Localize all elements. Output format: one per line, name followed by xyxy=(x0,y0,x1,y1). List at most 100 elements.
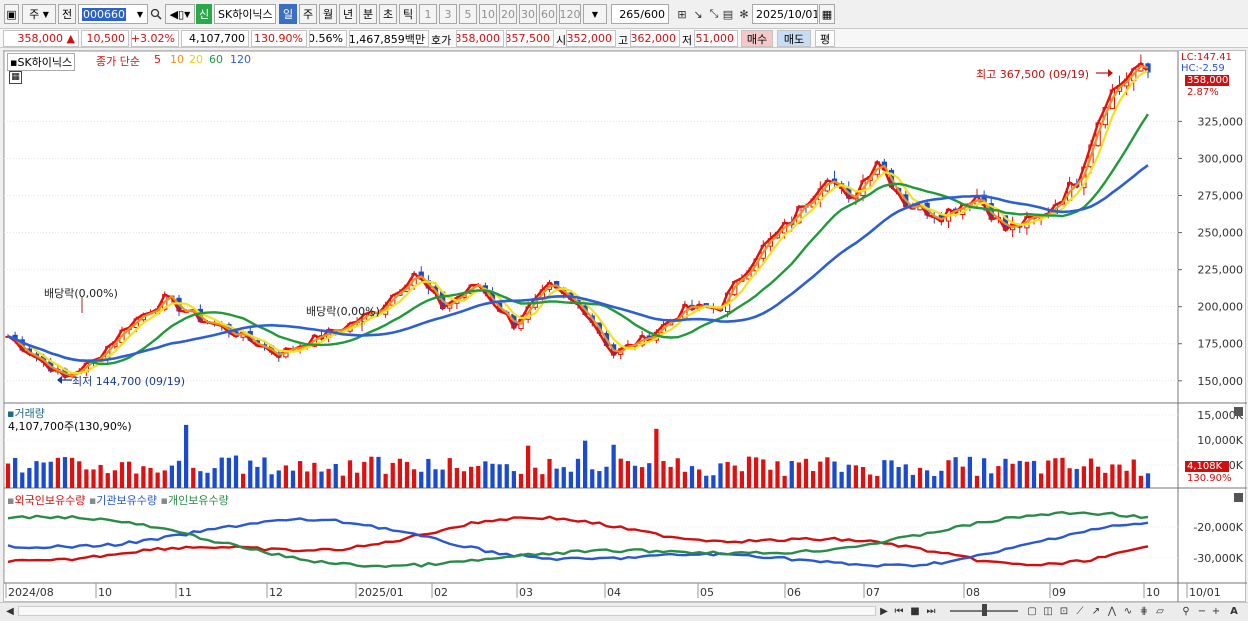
draw-angle-icon[interactable]: ⋀ xyxy=(1107,605,1117,617)
period-second[interactable]: 초 xyxy=(379,4,397,24)
last-page-icon[interactable]: ⏭ xyxy=(926,605,936,617)
bar-count-max: /600 xyxy=(640,7,665,21)
code-dropdown-icon[interactable]: ▼ xyxy=(136,9,144,19)
volume-bar xyxy=(661,460,666,488)
volume-bar xyxy=(1003,458,1008,488)
period-month[interactable]: 월 xyxy=(319,4,337,24)
view-icon-1[interactable]: ▢ xyxy=(1027,605,1037,617)
volume-bar xyxy=(248,460,253,488)
interval-20[interactable]: 20 xyxy=(499,4,517,24)
interval-5[interactable]: 5 xyxy=(459,4,477,24)
stock-chart[interactable]: 325,000 300,000 275,000 250,000 225,000 200,0… xyxy=(4,51,1247,603)
interval-3[interactable]: 3 xyxy=(439,4,457,24)
volume-bar xyxy=(226,457,231,488)
volume-bar xyxy=(362,461,367,488)
stock-code-input[interactable]: 000660 xyxy=(78,4,148,24)
volume-bar xyxy=(383,473,388,488)
volume-bar xyxy=(711,475,716,488)
period-tick[interactable]: 틱 xyxy=(399,4,417,24)
scroll-right-icon[interactable]: ▶ xyxy=(880,605,888,617)
ma-line-5 xyxy=(7,61,1149,379)
volume-value-label: 4,107,700주(130,90%) xyxy=(8,420,132,433)
interval-dropdown[interactable]: ▼ xyxy=(583,4,607,24)
date-field[interactable]: 2025/10/01 xyxy=(752,4,818,24)
period-select[interactable]: 주 ▼ xyxy=(22,4,56,24)
volume-bar xyxy=(454,467,459,488)
interval-60[interactable]: 60 xyxy=(539,4,557,24)
period-week[interactable]: 주 xyxy=(299,4,317,24)
font-size-icon[interactable]: A xyxy=(1230,605,1238,617)
prev-button[interactable]: 전 xyxy=(58,4,76,24)
draw-tool-icon[interactable]: ↘ xyxy=(693,7,703,21)
volume-bar xyxy=(390,462,395,488)
quote-bar: 358,000 ▲ 10,500 +3.02% 4,107,700 130.90… xyxy=(0,28,1248,48)
zoom-out-icon[interactable]: − xyxy=(1197,605,1207,617)
volume-bar xyxy=(155,472,160,488)
sound-icon[interactable]: ◀▯ ▼ xyxy=(165,4,195,24)
horizontal-scrollbar[interactable] xyxy=(18,606,876,616)
volume-bar xyxy=(825,457,830,488)
volume-pane-close-icon[interactable] xyxy=(1234,407,1243,416)
volume-bar xyxy=(504,464,509,488)
holdings-line-foreign xyxy=(7,515,1149,567)
interval-10[interactable]: 10 xyxy=(479,4,497,24)
draw-rect-icon[interactable]: ▱ xyxy=(1156,605,1164,617)
hc-label: HC:-2.59 xyxy=(1181,63,1225,74)
volume-bar xyxy=(1110,464,1115,488)
resize-icon[interactable]: ⤡ xyxy=(709,7,719,20)
high-arrow-head xyxy=(1108,69,1113,77)
interval-1[interactable]: 1 xyxy=(419,4,437,24)
volume-bar xyxy=(860,466,866,488)
sell-button[interactable]: 매도 xyxy=(777,30,811,47)
volume-bar xyxy=(1131,459,1136,488)
stop-icon[interactable]: ■ xyxy=(910,605,920,617)
bar-count-field[interactable]: 265/600 xyxy=(611,4,669,24)
y-tick-label: 175,000 xyxy=(1198,338,1244,351)
scroll-left-icon[interactable]: ◀ xyxy=(6,605,14,617)
stock-name-field[interactable]: SK하이닉스 xyxy=(214,4,276,24)
volume-bar xyxy=(1053,458,1058,488)
x-tick-label: 06 xyxy=(787,586,801,599)
current-price: 358,000 ▲ xyxy=(3,30,79,47)
buy-button[interactable]: 매수 xyxy=(741,30,773,47)
volume-bar xyxy=(789,460,794,488)
volume-bar xyxy=(476,465,481,488)
ma-10: 10 xyxy=(170,53,184,66)
volume-bar xyxy=(718,463,723,488)
avg-button[interactable]: 평 xyxy=(815,30,835,47)
volume-bar xyxy=(176,460,182,488)
draw-wave-icon[interactable]: ∿ xyxy=(1123,605,1133,617)
draw-grid-icon[interactable]: ⋕ xyxy=(1139,605,1149,617)
volume-bar xyxy=(205,472,210,488)
draw-line-icon[interactable]: ⟋ xyxy=(1076,605,1084,617)
chart-settings-icon[interactable]: ▦ xyxy=(9,71,22,84)
view-icon-2[interactable]: ◫ xyxy=(1043,605,1053,617)
search-icon[interactable] xyxy=(149,4,163,24)
volume-bar xyxy=(554,468,559,488)
volume-bar xyxy=(967,456,972,488)
volume-bar xyxy=(932,476,937,488)
volume-bar xyxy=(13,458,18,488)
chart-area[interactable]: 325,000 300,000 275,000 250,000 225,000 200,0… xyxy=(3,50,1247,603)
volume-bar xyxy=(326,468,331,488)
view-icon-3[interactable]: ⊡ xyxy=(1059,605,1069,617)
layout-icon[interactable]: ▣ xyxy=(4,4,19,24)
y-tick-label: 150,000 xyxy=(1198,375,1244,388)
trade-amount: 1,467,859백만 xyxy=(349,30,429,47)
save-icon[interactable]: ▤ xyxy=(722,7,734,21)
holdings-pane-close-icon[interactable] xyxy=(1234,493,1243,502)
draw-arrow-icon[interactable]: ↗ xyxy=(1091,605,1101,617)
gear-icon[interactable]: ✻ xyxy=(739,7,749,21)
interval-120[interactable]: 120 xyxy=(559,4,581,24)
volume-bar xyxy=(212,468,217,488)
zoom-in-icon[interactable]: + xyxy=(1211,605,1221,617)
zoom-slider-handle[interactable] xyxy=(982,604,987,616)
cross-tool-icon[interactable]: ⊞ xyxy=(677,7,687,21)
period-minute[interactable]: 분 xyxy=(359,4,377,24)
period-day[interactable]: 일 xyxy=(279,4,297,24)
calendar-icon[interactable]: ▦ xyxy=(819,4,835,24)
period-year[interactable]: 년 xyxy=(339,4,357,24)
interval-30[interactable]: 30 xyxy=(519,4,537,24)
first-page-icon[interactable]: ⏮ xyxy=(894,605,904,617)
search-icon-2[interactable]: ⚲ xyxy=(1182,605,1190,617)
